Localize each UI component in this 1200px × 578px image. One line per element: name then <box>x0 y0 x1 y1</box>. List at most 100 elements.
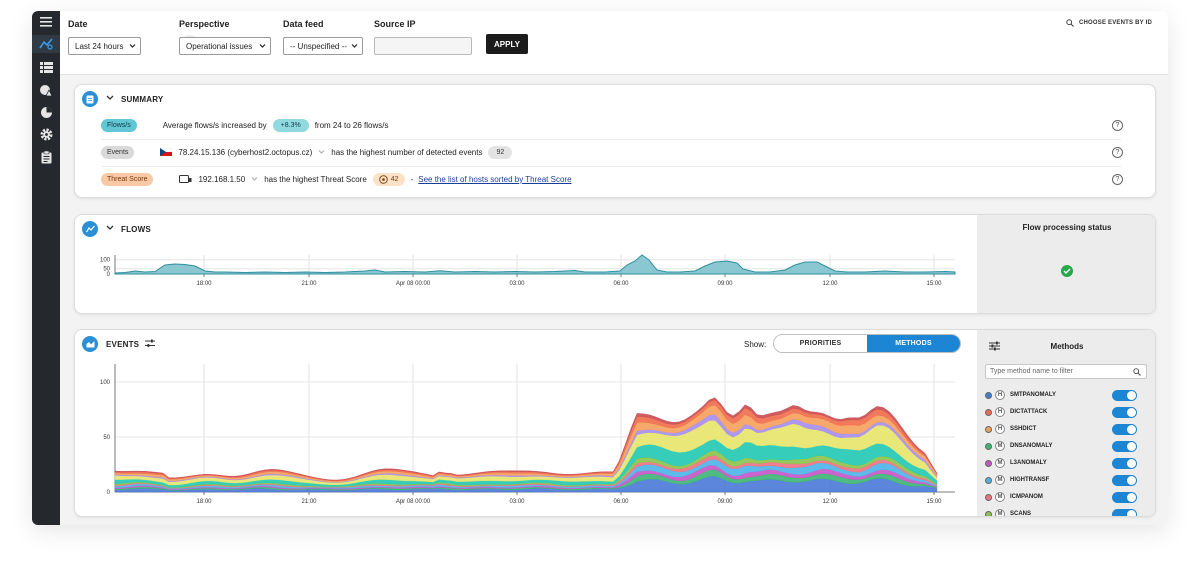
events-chart: 100 50 0 18:00 21:00 Apr 08 00:00 03:00 06:00 09… <box>100 364 955 505</box>
priorities-toggle[interactable]: PRIORITIES <box>774 335 867 352</box>
flows-card: FLOWS 100 50 0 18:00 21:00 Apr 08 00:00 03:00 0… <box>74 214 1156 314</box>
y-tick-label: 50 <box>103 435 110 441</box>
x-tick-label: 15:00 <box>926 281 942 287</box>
area-chart-icon <box>82 336 98 352</box>
flow-status-title: Flow processing status <box>1022 223 1112 232</box>
summary-title: SUMMARY <box>121 95 164 104</box>
search-icon <box>1066 19 1074 27</box>
threat-host[interactable]: 192.168.1.50 <box>198 174 246 184</box>
data-feed-select[interactable]: -- Unspecified -- <box>283 37 363 55</box>
date-select-value: Last 24 hours <box>75 41 124 51</box>
x-tick-label: Apr 08 00:00 <box>396 499 431 505</box>
apply-button[interactable]: APPLY <box>486 34 528 54</box>
method-row: H SSHDICT <box>985 422 1147 436</box>
x-tick-label: 21:00 <box>301 281 317 287</box>
show-label: Show: <box>744 340 767 349</box>
method-color-dot <box>985 476 992 484</box>
document-icon <box>82 91 98 107</box>
method-color-dot <box>985 442 992 450</box>
settings-icon[interactable] <box>37 125 55 143</box>
method-filter-placeholder: Type method name to filter <box>990 368 1073 375</box>
method-name: HIGHTRANSF <box>1010 477 1050 483</box>
x-tick-label: 03:00 <box>509 499 525 505</box>
summary-row-threat: Threat Score 192.168.1.50 has the highes… <box>101 166 572 192</box>
method-priority-badge: H <box>995 390 1005 400</box>
list-icon[interactable] <box>37 58 55 76</box>
method-row: M DNSANOMALY <box>985 439 1147 453</box>
choose-events-by-id-link[interactable]: CHOOSE EVENTS BY ID <box>1066 19 1152 27</box>
dashboard-icon[interactable] <box>32 35 60 53</box>
methods-panel: Methods Type method name to filter H SMTP… <box>977 330 1155 517</box>
pie-chart-icon[interactable] <box>37 103 55 121</box>
method-priority-badge: M <box>995 492 1005 502</box>
chevron-down-icon[interactable] <box>251 176 258 182</box>
method-row: H DICTATTACK <box>985 405 1147 419</box>
method-toggle-switch[interactable] <box>1112 508 1137 516</box>
sliders-icon[interactable] <box>989 341 1000 351</box>
row-divider <box>101 166 1121 167</box>
events-host[interactable]: 78.24.15.136 (cyberhost2.octopus.cz) <box>178 147 313 157</box>
method-toggle-switch[interactable] <box>1112 423 1137 435</box>
y-tick-label: 0 <box>107 490 111 496</box>
collapse-chevron-icon[interactable] <box>106 225 114 231</box>
method-toggle-switch[interactable] <box>1112 474 1137 486</box>
methods-toggle[interactable]: METHODS <box>867 335 960 352</box>
method-toggle-switch[interactable] <box>1112 440 1137 452</box>
sliders-icon[interactable] <box>145 339 155 348</box>
method-color-dot <box>985 408 992 416</box>
events-title: EVENTS <box>106 340 140 349</box>
method-filter-input[interactable]: Type method name to filter <box>985 364 1147 379</box>
menu-icon[interactable] <box>37 13 55 31</box>
events-count-badge: 92 <box>488 145 513 159</box>
method-toggle-switch[interactable] <box>1112 389 1137 401</box>
czech-flag-icon <box>160 148 173 156</box>
threat-icon <box>379 174 388 184</box>
y-tick-label: 50 <box>103 267 110 273</box>
perspective-select[interactable]: Operational issues <box>179 37 271 55</box>
perspective-select-value: Operational issues <box>186 41 253 51</box>
chevron-down-icon[interactable] <box>318 149 325 155</box>
events-stack-layer <box>114 397 938 481</box>
method-toggle-switch[interactable] <box>1112 491 1137 503</box>
method-toggle-switch[interactable] <box>1112 406 1137 418</box>
threat-score-value: 42 <box>390 175 399 183</box>
chevron-down-icon <box>129 44 136 48</box>
source-ip-input[interactable] <box>374 37 472 55</box>
method-priority-badge: M <box>995 475 1005 485</box>
method-priority-badge: M <box>995 509 1005 516</box>
threat-score-list-link[interactable]: See the list of hosts sorted by Threat S… <box>418 174 572 184</box>
method-color-dot <box>985 510 992 516</box>
help-icon[interactable]: ? <box>1112 147 1123 158</box>
method-toggle-switch[interactable] <box>1112 457 1137 469</box>
choose-events-label: CHOOSE EVENTS BY ID <box>1078 20 1152 26</box>
globe-alert-icon[interactable] <box>37 81 55 99</box>
view-toggle: PRIORITIES METHODS <box>773 334 961 353</box>
method-priority-badge: M <box>995 458 1005 468</box>
x-tick-label: 06:00 <box>613 281 629 287</box>
help-icon[interactable]: ? <box>1112 174 1123 185</box>
method-row: M SCANS <box>985 507 1147 517</box>
events-text: has the highest number of detected event… <box>331 147 483 157</box>
y-tick-label: 100 <box>100 380 111 386</box>
method-row: M ICMPANOM <box>985 490 1147 504</box>
y-tick-label: 100 <box>100 258 111 264</box>
method-name: SSHDICT <box>1010 426 1037 432</box>
data-feed-select-value: -- Unspecified -- <box>290 41 347 51</box>
x-tick-label: 09:00 <box>717 499 733 505</box>
flows-title: FLOWS <box>121 225 151 234</box>
row-divider <box>101 139 1121 140</box>
method-row: M L3ANOMALY <box>985 456 1147 470</box>
summary-row-events: Events 78.24.15.136 (cyberhost2.octopus.… <box>101 139 518 165</box>
method-color-dot <box>985 493 992 501</box>
method-name: SCANS <box>1010 511 1032 517</box>
x-tick-label: 12:00 <box>822 499 838 505</box>
threat-text: has the highest Threat Score <box>264 174 367 184</box>
date-select[interactable]: Last 24 hours <box>68 37 141 55</box>
clipboard-icon[interactable] <box>37 148 55 166</box>
collapse-chevron-icon[interactable] <box>106 95 114 101</box>
method-color-dot <box>985 391 992 399</box>
flows-chart: 100 500 18:00 21:00 Apr 08 00:00 03:00 06:00 09… <box>100 254 956 287</box>
help-icon[interactable]: ? <box>1112 120 1123 131</box>
date-label: Date <box>68 19 88 29</box>
method-name: ICMPANOM <box>1010 494 1043 500</box>
